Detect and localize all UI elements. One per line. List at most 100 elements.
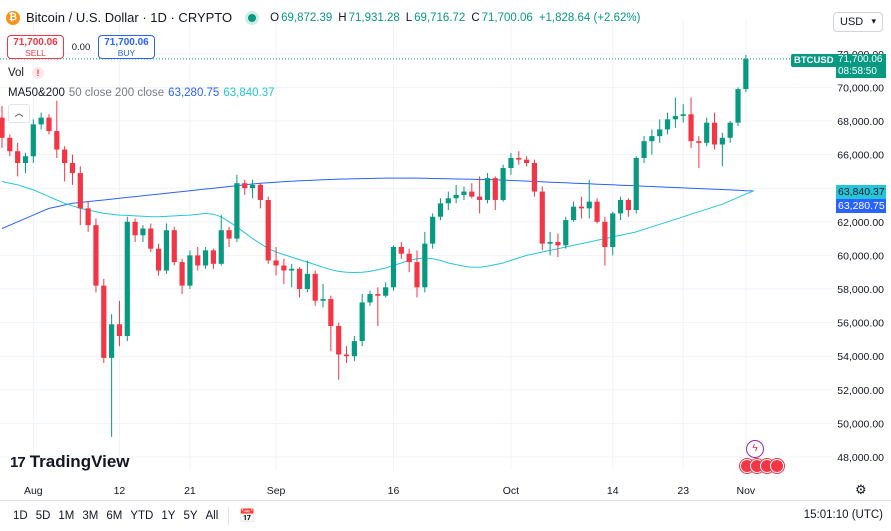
low-value: 69,716.72 — [414, 11, 466, 24]
candle-up — [202, 250, 209, 266]
ma200-value: 63,840.37 — [223, 87, 275, 99]
economic-events-icon[interactable] — [740, 459, 784, 473]
buy-button[interactable]: 71,700.06 BUY — [98, 35, 155, 59]
candle-up — [461, 191, 467, 195]
candlestick-chart[interactable]: 48,000.00 50,000.00 52,000.00 54,000.00 56,0… — [0, 0, 891, 500]
buy-price: 71,700.06 — [104, 37, 149, 48]
candle-up — [351, 341, 357, 357]
warning-icon[interactable]: ! — [32, 67, 44, 79]
candle-up — [445, 198, 451, 204]
timeframe-1y[interactable]: 1Y — [161, 510, 176, 522]
candle-up — [289, 268, 295, 271]
calendar-range-icon[interactable]: 📅 — [239, 508, 256, 523]
candle-up — [704, 122, 710, 143]
price-axis: 48,000.00 50,000.00 52,000.00 54,000.00 56,0… — [837, 49, 884, 464]
candle-up — [163, 230, 170, 271]
tradingview-logo[interactable]: 17 TradingView — [10, 452, 130, 472]
ma-indicator[interactable]: MA50&200 50 close 200 close 63,280.75 63… — [8, 87, 275, 99]
candle-up — [390, 247, 397, 288]
candle-up — [234, 183, 240, 239]
candle-down — [156, 248, 162, 271]
candle-up — [649, 136, 655, 142]
currency-select[interactable]: USD ▾ — [833, 12, 883, 32]
candle-up — [484, 178, 491, 200]
candle-up — [187, 255, 193, 286]
volume-indicator[interactable]: Vol ! — [8, 67, 44, 79]
candle-down — [265, 199, 271, 261]
x-tick-label: 14 — [607, 485, 619, 497]
sell-price: 71,700.06 — [13, 37, 58, 48]
y-tick-label: 66,000.00 — [837, 150, 884, 162]
timeframe-5y[interactable]: 5Y — [183, 510, 198, 522]
timeframe-5d[interactable]: 5D — [35, 510, 51, 522]
currency-value: USD — [840, 16, 864, 28]
candle-up — [657, 129, 663, 137]
flash-event-icon[interactable]: ϟ — [746, 440, 764, 458]
y-tick-label: 54,000.00 — [837, 351, 884, 363]
candle-up — [38, 117, 44, 125]
ma-label: MA50&200 — [8, 87, 65, 99]
last-price-tag: 71,700.06 08:58:50 — [836, 54, 886, 78]
candle-down — [257, 184, 263, 200]
candle-down — [625, 199, 631, 211]
candle-down — [210, 250, 217, 264]
candle-up — [30, 124, 36, 157]
utc-clock[interactable]: 15:01:10 (UTC) — [803, 509, 883, 521]
candle-up — [727, 122, 733, 138]
candle-up — [617, 199, 624, 214]
spread-value: 0.00 — [71, 41, 91, 53]
candle-down — [469, 191, 475, 197]
timeframe-1m[interactable]: 1M — [58, 510, 75, 522]
settings-gear-icon[interactable]: ⚙ — [855, 482, 867, 497]
candle-down — [492, 178, 498, 200]
volume-label: Vol — [8, 67, 24, 79]
candle-up — [586, 201, 592, 209]
candle-up — [367, 294, 373, 303]
close-value: 71,700.06 — [481, 11, 533, 24]
sell-label: SELL — [25, 48, 46, 58]
x-tick-label: 21 — [184, 485, 196, 497]
candle-up — [664, 119, 671, 130]
ma50-line — [1, 177, 754, 229]
close-label: C — [471, 11, 480, 24]
candle-up — [563, 220, 569, 246]
timeframe-all[interactable]: All — [205, 510, 219, 522]
y-tick-label: 62,000.00 — [837, 217, 884, 229]
candle-up — [547, 241, 553, 244]
candle-up — [124, 221, 130, 337]
candle-down — [516, 157, 522, 160]
x-tick-label: Aug — [24, 485, 43, 497]
y-tick-label: 48,000.00 — [837, 452, 884, 464]
x-tick-label: 23 — [677, 485, 689, 497]
candle-down — [414, 262, 420, 288]
candle-down — [336, 325, 342, 355]
candle-down — [281, 265, 287, 271]
candle-down — [226, 230, 232, 239]
symbol-title[interactable]: Bitcoin / U.S. Dollar · 1D · CRYPTO — [26, 10, 233, 25]
candle-up — [437, 203, 444, 217]
candle-down — [477, 196, 483, 200]
candle-up — [743, 58, 749, 90]
candle-down — [0, 117, 5, 138]
candle-up — [422, 243, 428, 288]
timeframe-1d[interactable]: 1D — [13, 510, 28, 522]
candle-down — [195, 255, 201, 266]
ma50-value: 63,280.75 — [168, 87, 220, 99]
candle-down — [524, 159, 530, 163]
candle-down — [602, 221, 608, 247]
symbol-price-tag: BTCUSD — [791, 54, 837, 67]
candle-down — [375, 294, 381, 296]
candle-down — [296, 268, 303, 289]
candle-down — [711, 122, 718, 145]
collapse-legend-button[interactable]: ︿ — [8, 104, 30, 123]
ma200-line — [1, 181, 754, 274]
timeframe-3m[interactable]: 3M — [82, 510, 99, 522]
timeframe-ytd[interactable]: YTD — [130, 510, 154, 522]
sell-button[interactable]: 71,700.06 SELL — [7, 35, 64, 59]
candle-up — [500, 168, 506, 200]
candle-down — [62, 149, 68, 163]
y-tick-label: 70,000.00 — [837, 82, 884, 94]
candle-up — [680, 114, 686, 116]
timeframe-6m[interactable]: 6M — [106, 510, 123, 522]
candle-down — [688, 114, 694, 142]
